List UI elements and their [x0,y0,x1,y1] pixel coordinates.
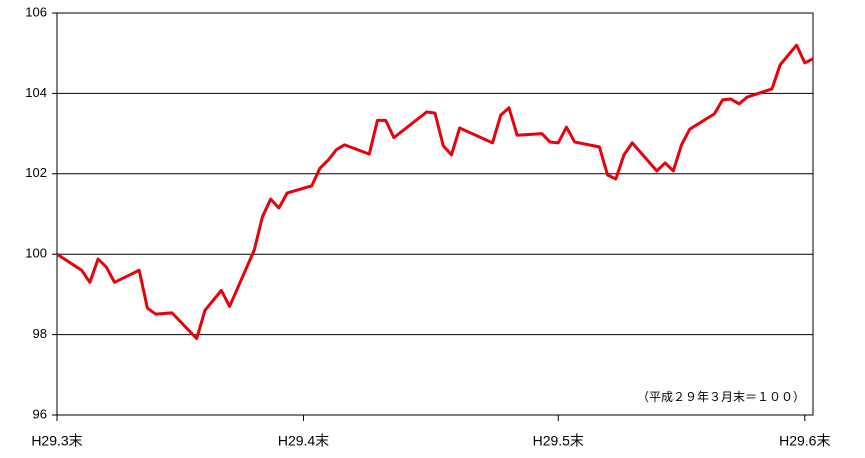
data-line [56,43,814,341]
plot-frame [56,12,814,416]
annotation: （平成２９年３月末＝１００） [637,390,805,404]
y-tick-label: 102 [25,165,47,180]
x-tick-label: H29.4末 [278,433,329,449]
y-tick-label: 98 [33,326,47,341]
y-tick-label: 100 [25,246,47,261]
y-tick-label: 96 [33,406,47,421]
y-tick-label: 106 [25,4,47,19]
x-tick-label: H29.6末 [779,433,830,449]
x-tick-label: H29.5末 [533,433,584,449]
x-tick-label: H29.3末 [31,433,82,449]
y-tick-label: 104 [25,85,47,100]
